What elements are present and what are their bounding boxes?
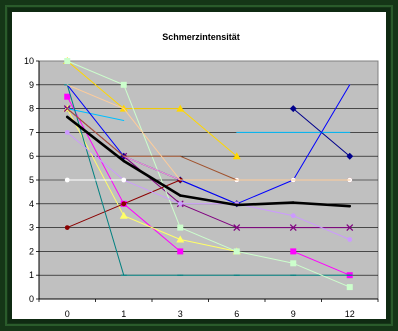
series-segment [179,179,238,205]
data-point [346,224,354,232]
data-point [346,152,354,160]
y-tick-label: 10 [24,56,34,66]
series-segment [66,131,125,181]
series-segment [66,108,125,157]
series-segment [66,84,125,157]
series-segment [66,84,125,110]
x-tick-label: 1 [121,309,126,319]
y-tick-label: 6 [29,151,34,161]
series-4 [63,104,241,255]
series-segment [292,250,351,276]
series-segment [292,262,351,288]
y-tick-label: 9 [29,80,34,90]
x-tick-label: 12 [345,309,355,319]
data-point [121,177,127,183]
series-segment [123,179,181,205]
series-segment [66,108,125,217]
inner-border [5,5,393,326]
data-point [347,237,353,242]
series-segment [235,201,295,207]
data-point [346,284,353,291]
y-tick-label: 3 [29,223,34,233]
data-point [176,235,185,243]
data-point [64,130,70,135]
series-segment [179,155,238,181]
series-segment [292,84,351,181]
series-segment [178,194,239,207]
data-point [233,248,240,255]
x-tick-label: 6 [234,309,239,319]
series-segment [122,159,182,197]
x-tick-label: 9 [291,309,296,319]
x-tick-label: 0 [65,309,70,319]
series-segment [66,60,125,86]
x-tick-label: 3 [178,309,183,319]
series-segment [236,179,294,205]
data-point [290,248,297,255]
data-point [176,104,185,112]
data-point [289,224,297,232]
data-point [64,177,70,183]
series-segment [292,215,351,240]
data-point [233,224,241,232]
series-0 [65,115,352,208]
series-layer [63,57,354,291]
chart-title: Schmerzintensität [162,32,240,42]
series-segment [123,215,181,240]
series-segment [291,201,352,208]
series-segment [179,203,238,229]
data-point [177,248,184,255]
data-point [232,152,241,160]
series-segment [123,108,181,181]
data-point [64,225,70,231]
data-point [177,224,184,231]
series-segment [179,227,238,252]
y-tick-label: 4 [29,199,34,209]
y-tick-label: 5 [29,175,34,185]
series-segment [66,60,125,110]
series-segment [179,239,238,252]
data-point [120,81,127,88]
data-point [119,211,128,219]
series-15 [66,84,351,181]
series-segment [66,203,125,229]
series-segment [66,108,125,121]
series-segment [179,108,238,157]
data-point [290,260,297,267]
series-segment [66,96,125,205]
y-tick-label: 7 [29,127,34,137]
y-tick-label: 1 [29,270,34,280]
series-segment [123,155,181,205]
y-tick-label: 0 [29,294,34,304]
y-tick-label: 8 [29,104,34,114]
data-point [121,201,127,207]
y-tick-label: 2 [29,246,34,256]
series-segment [123,155,181,181]
data-point [64,58,71,64]
data-point [64,93,71,100]
data-point [177,201,183,207]
data-point [289,105,297,113]
series-segment [236,250,294,264]
data-point [290,213,296,219]
series-segment [65,115,126,163]
